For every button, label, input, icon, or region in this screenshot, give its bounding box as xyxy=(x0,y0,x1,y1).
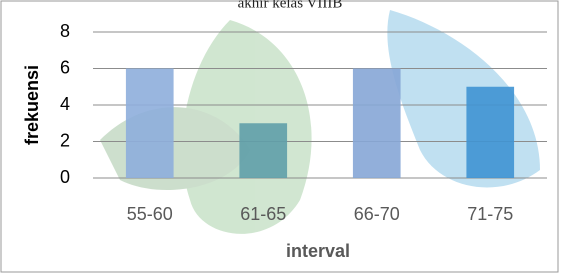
y-tick-label: 8 xyxy=(60,21,70,41)
bar xyxy=(126,69,174,179)
x-axis-label: interval xyxy=(286,241,350,261)
x-tick-label: 71-75 xyxy=(467,204,513,224)
y-axis-label: frekuensi xyxy=(22,65,42,145)
bar xyxy=(466,87,514,178)
bar xyxy=(239,123,287,178)
x-tick-label: 55-60 xyxy=(127,204,173,224)
y-tick-label: 4 xyxy=(60,94,70,114)
x-tick-label: 61-65 xyxy=(240,204,286,224)
chart: akhir kelas VIIIB frekuensi interval 0 2 4… xyxy=(0,0,562,280)
page: {"chart_data": {"type": "bar", "title": … xyxy=(0,0,562,280)
y-tick-label: 6 xyxy=(60,57,70,77)
y-tick-label: 2 xyxy=(60,130,70,150)
bar xyxy=(353,69,401,179)
y-tick-label: 0 xyxy=(60,167,70,187)
x-tick-label: 66-70 xyxy=(354,204,400,224)
chart-title: akhir kelas VIIIB xyxy=(238,0,343,11)
